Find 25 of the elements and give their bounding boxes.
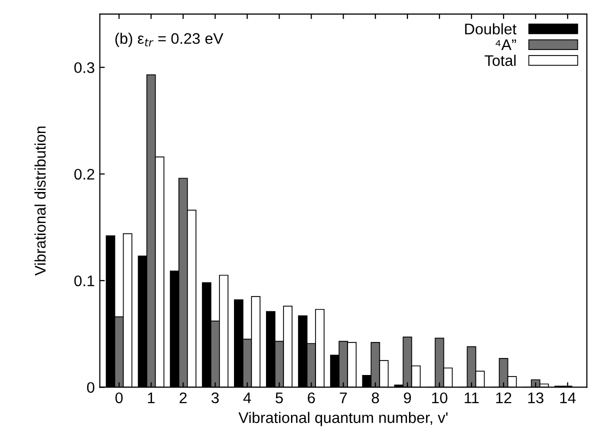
x-tick-label: 6 (308, 392, 315, 404)
x-tick-label: 13 (528, 392, 544, 404)
x-tick-label: 9 (404, 392, 411, 404)
y-tick-label: 0.2 (74, 168, 94, 180)
x-tick-label: 3 (212, 392, 219, 404)
y-tick-label: 0.1 (74, 275, 94, 286)
x-tick-label: 12 (496, 392, 512, 404)
x-axis-title: Vibrational quantum number, v' (238, 412, 448, 426)
y-tick-label: 0 (87, 382, 94, 393)
legend-label: ⁴A” (496, 40, 516, 50)
x-tick-label: 0 (115, 392, 123, 404)
x-tick-label: 7 (340, 392, 347, 404)
x-tick-label: 8 (372, 392, 379, 404)
legend-label: Total (484, 54, 516, 66)
legend-label: Doublet (465, 23, 516, 34)
annotation: (b) ε$_{tr}$ = 0.23 eV (115, 32, 224, 47)
x-tick-label: 10 (432, 392, 448, 404)
x-tick-label: 4 (243, 392, 252, 404)
x-tick-label: 11 (464, 392, 479, 404)
y-tick-label: 0.3 (74, 62, 94, 74)
x-tick-label: 2 (180, 392, 187, 404)
x-tick-label: 5 (276, 392, 283, 404)
x-tick-label: 1 (148, 392, 155, 404)
y-axis-title: Vibrational distribution (34, 126, 46, 276)
x-tick-label: 14 (560, 392, 576, 404)
